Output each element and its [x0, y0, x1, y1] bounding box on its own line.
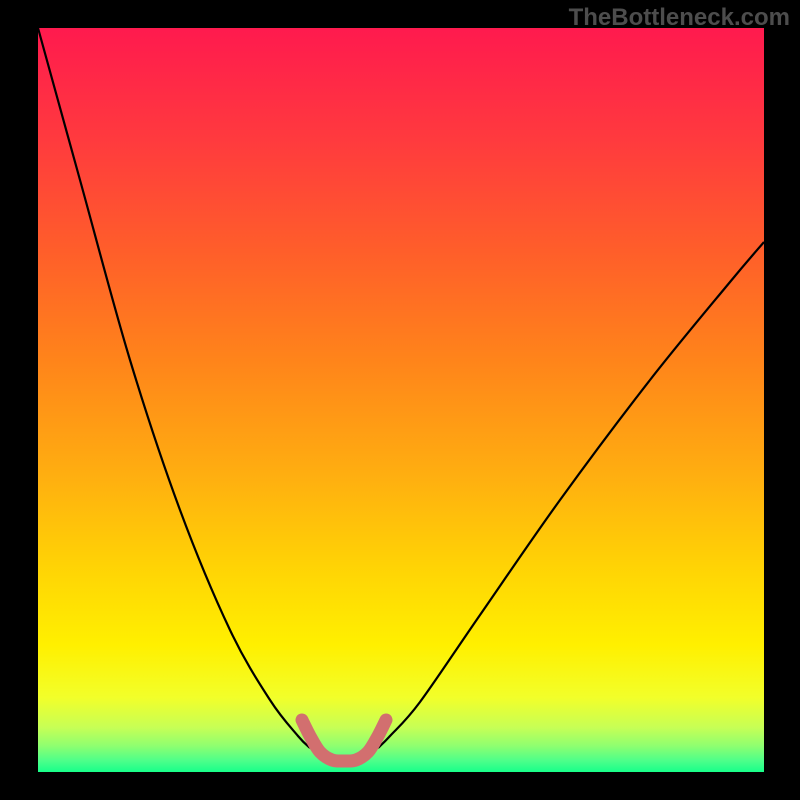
- chart-svg: [0, 0, 800, 800]
- bottom-accent-line: [302, 720, 386, 761]
- watermark-text: TheBottleneck.com: [569, 4, 790, 32]
- right-curve-line: [378, 242, 764, 748]
- left-curve-line: [38, 28, 310, 748]
